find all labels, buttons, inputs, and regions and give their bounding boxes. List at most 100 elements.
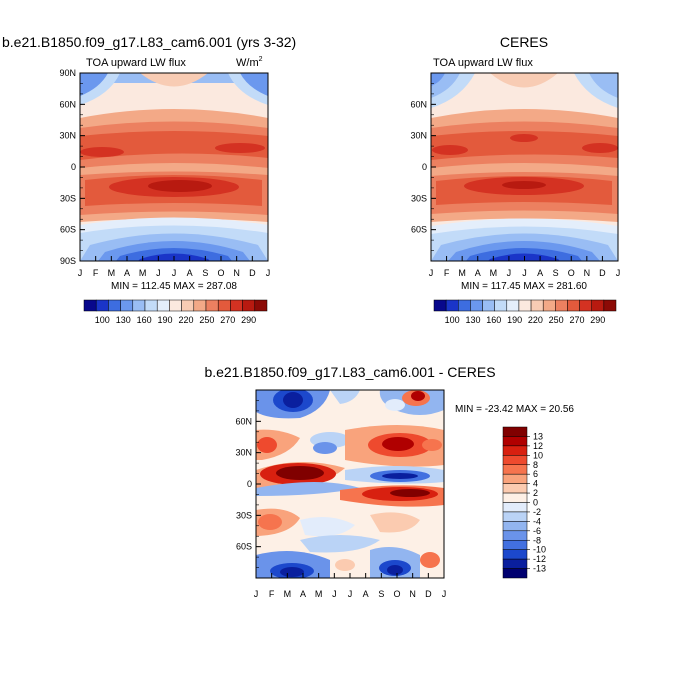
panel-diff-y-tick-label: 60S xyxy=(236,542,252,552)
panel-diff-x-tick-label: O xyxy=(393,589,400,599)
panel-diff-colorbar-cell xyxy=(502,502,528,513)
panel-ceres-colorbar-label: 160 xyxy=(486,315,501,325)
panel-model-y-tick-label: 90N xyxy=(59,68,76,78)
panel-ceres-y-tick-label: 60S xyxy=(411,225,427,235)
panel-diff-colorbar-label: 4 xyxy=(533,479,538,489)
panel-model-colorbar-cell xyxy=(205,299,219,312)
panel-diff-colorbar-label: 10 xyxy=(533,450,543,460)
panel-diff-colorbar-cell xyxy=(502,549,528,560)
panel-model-colorbar-cell xyxy=(242,299,256,312)
panel-model-y-tick-label: 30N xyxy=(59,131,76,141)
panel-model-colorbar-cell xyxy=(169,299,182,312)
panel-model-colorbar-label: 130 xyxy=(116,315,131,325)
panel-diff-colorbar-cell xyxy=(502,521,528,532)
panel-diff-colorbar-cell xyxy=(502,464,528,475)
panel-ceres-colorbar-cell xyxy=(445,299,459,312)
panel-ceres-y-tick-label: 30N xyxy=(410,131,427,141)
panel-model-x-tick-label: A xyxy=(124,268,130,278)
panel-diff-y-tick-label: 60N xyxy=(235,416,252,426)
panel-model-colorbar-label: 250 xyxy=(199,315,214,325)
panel-model-x-tick-label: J xyxy=(78,268,83,278)
panel-model-colorbar-cell xyxy=(132,299,146,312)
panel-ceres-colorbar-cell xyxy=(567,299,580,312)
panel-model-colorbar-cell xyxy=(230,299,243,312)
panel-model-stats: MIN = 112.45 MAX = 287.08 xyxy=(111,281,237,292)
panel-diff-colorbar-cell xyxy=(502,436,528,447)
panel-ceres-colorbar-label: 100 xyxy=(445,315,460,325)
panel-model-colorbar-cell xyxy=(217,299,231,312)
panel-ceres-colorbar: 100 130 160 190 220 250 270 290 xyxy=(433,299,617,325)
panel-ceres-colorbar-cell xyxy=(542,299,556,312)
panel-diff: b.e21.B1850.f09_g17.L83_cam6.001 - CERES xyxy=(204,364,574,599)
panel-ceres: CERES TOA upward LW flux xyxy=(410,34,620,325)
panel-model-y-tick-label: 60S xyxy=(60,225,76,235)
panel-ceres-colorbar-cell xyxy=(494,299,508,312)
panel-diff-stats: MIN = -23.42 MAX = 20.56 xyxy=(455,404,574,415)
panel-diff-colorbar-label: 13 xyxy=(533,431,543,441)
panel-ceres-colorbar-cell xyxy=(530,299,544,312)
panel-diff-x-tick-label: D xyxy=(425,589,432,599)
panel-diff-y-tick-label: 30S xyxy=(236,510,252,520)
panel-model-x-tick-label: N xyxy=(233,268,240,278)
panel-diff-field xyxy=(256,390,444,578)
panel-model-x-tick-label: J xyxy=(266,268,271,278)
panel-diff-colorbar-cell xyxy=(502,530,528,541)
panel-ceres-x-tick-label: S xyxy=(553,268,559,278)
panel-ceres-x-tick-label: F xyxy=(444,268,450,278)
panel-model-colorbar-cell xyxy=(95,299,109,312)
panel-diff-colorbar-cell xyxy=(502,473,528,484)
panel-ceres-field xyxy=(431,73,618,261)
panel-model-colorbar-cell xyxy=(193,299,207,312)
panel-diff-x-tick-label: S xyxy=(378,589,384,599)
panel-ceres-colorbar-label: 270 xyxy=(569,315,584,325)
panel-ceres-colorbar-label: 190 xyxy=(507,315,522,325)
panel-diff-colorbar-cell xyxy=(502,483,528,494)
panel-diff-y-axis: 60N 30N 0 30S 60S xyxy=(235,400,261,568)
panel-diff-x-tick-label: A xyxy=(300,589,306,599)
panel-diff-x-tick-label: J xyxy=(442,589,447,599)
panel-diff-x-tick-label: J xyxy=(332,589,337,599)
panel-diff-colorbar-cell xyxy=(502,455,528,465)
panel-ceres-x-tick-label: N xyxy=(584,268,591,278)
panel-ceres-x-tick-label: A xyxy=(475,268,481,278)
panel-diff-y-tick-label: 30N xyxy=(235,448,252,458)
panel-model-colorbar-cell xyxy=(181,299,195,312)
panel-ceres-x-tick-label: J xyxy=(429,268,434,278)
panel-ceres-colorbar-cell xyxy=(433,299,447,312)
panel-model-colorbar-cell xyxy=(254,299,268,312)
panel-ceres-title: CERES xyxy=(500,34,548,50)
panel-model-y-axis: 90N 60N 30N 0 30S 60S 90S xyxy=(59,68,85,266)
panel-model-x-tick-label: O xyxy=(217,268,224,278)
panel-model-colorbar-cell xyxy=(120,299,134,312)
panel-diff-colorbar-cell xyxy=(502,445,528,456)
panel-ceres-y-tick-label: 60N xyxy=(410,99,427,109)
panel-ceres-x-tick-label: A xyxy=(537,268,543,278)
panel-diff-colorbar-cell xyxy=(502,540,528,550)
panel-model-subtitle: TOA upward LW flux xyxy=(86,57,186,69)
panel-model-x-tick-label: M xyxy=(108,268,116,278)
panel-model-x-tick-label: J xyxy=(172,268,177,278)
panel-diff-colorbar-label: -2 xyxy=(533,507,541,517)
panel-model-colorbar-label: 270 xyxy=(220,315,235,325)
panel-model-units: W/m2 xyxy=(236,56,263,69)
panel-ceres-y-axis: 60N 30N 0 30S 60S xyxy=(410,83,436,251)
panel-model-colorbar-cell xyxy=(108,299,121,312)
panel-diff-colorbar-label: 6 xyxy=(533,469,538,479)
panel-model-x-tick-label: A xyxy=(187,268,193,278)
panel-diff-x-tick-label: J xyxy=(348,589,353,599)
panel-model-colorbar-cell xyxy=(156,299,170,312)
panel-ceres-x-tick-label: D xyxy=(599,268,606,278)
panel-diff-x-tick-label: A xyxy=(363,589,369,599)
panel-diff-colorbar-label: 2 xyxy=(533,488,538,498)
panel-ceres-stats: MIN = 117.45 MAX = 281.60 xyxy=(461,281,587,292)
panel-diff-colorbar-cell xyxy=(502,558,528,569)
panel-diff-colorbar-cell xyxy=(502,568,528,579)
panel-model-y-tick-label: 0 xyxy=(71,162,76,172)
panel-ceres-colorbar-cell xyxy=(506,299,520,312)
panel-ceres-colorbar-cell xyxy=(591,299,605,312)
panel-ceres-colorbar-cell xyxy=(579,299,592,312)
panel-model-colorbar-label: 220 xyxy=(178,315,193,325)
